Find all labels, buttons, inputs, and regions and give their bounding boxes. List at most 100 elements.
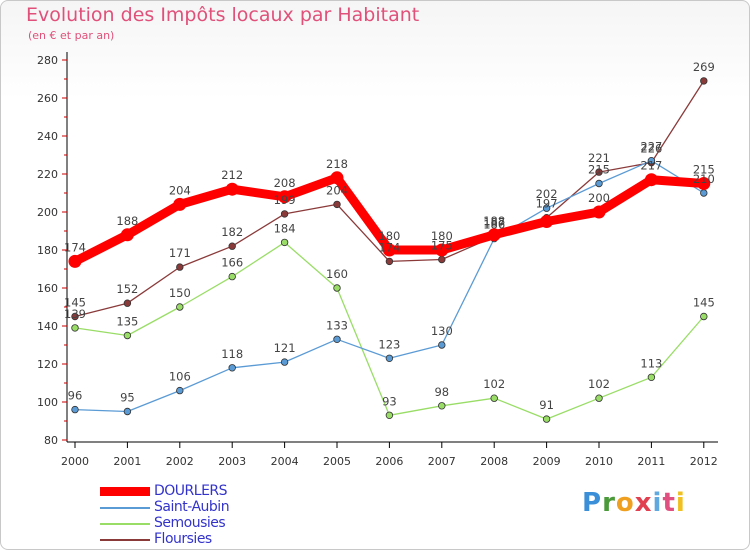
legend-label: Floursies (154, 531, 212, 547)
data-point (438, 255, 446, 264)
chart-title: Evolution des Impôts locaux par Habitant (26, 4, 420, 26)
y-tick-label: 240 (37, 130, 58, 143)
data-label: 218 (326, 157, 348, 171)
data-point (592, 205, 606, 219)
x-tick-label: 2008 (480, 455, 508, 468)
legend-label: Saint-Aubin (154, 499, 230, 515)
x-tick-label: 2009 (533, 455, 561, 468)
data-point (280, 358, 289, 366)
data-point (176, 386, 184, 395)
data-point (123, 299, 132, 307)
legend-label: DOURLERS (154, 483, 228, 499)
logo-letter: i (652, 488, 663, 518)
data-point (333, 284, 341, 292)
data-label: 139 (64, 307, 86, 321)
data-point (68, 254, 82, 268)
data-label: 197 (536, 197, 558, 211)
data-label: 217 (640, 159, 662, 173)
x-tick-label: 2001 (113, 455, 141, 468)
x-tick-label: 2006 (375, 455, 403, 468)
y-tick-label: 280 (37, 54, 58, 67)
data-label: 182 (221, 225, 243, 239)
data-point (123, 407, 132, 416)
y-tick-label: 160 (37, 282, 58, 295)
data-label: 174 (378, 240, 400, 254)
data-label: 202 (536, 187, 558, 201)
data-point (647, 156, 656, 165)
data-label: 102 (588, 377, 610, 391)
data-point (333, 335, 341, 343)
data-label: 221 (588, 151, 610, 165)
data-label: 96 (68, 389, 83, 403)
x-tick-label: 2003 (218, 455, 246, 468)
data-point (228, 272, 236, 281)
logo-letter: x (634, 488, 653, 518)
data-label: 133 (326, 318, 348, 332)
data-point (700, 77, 708, 85)
data-label: 204 (169, 183, 191, 197)
data-point (330, 171, 344, 185)
data-label: 215 (588, 163, 610, 177)
data-label: 199 (274, 193, 296, 207)
data-point (490, 394, 498, 402)
data-point (487, 228, 501, 242)
data-point (595, 394, 603, 402)
data-label: 118 (221, 347, 243, 361)
data-label: 226 (640, 142, 662, 156)
legend-swatch (100, 523, 150, 525)
legend-swatch (100, 487, 150, 496)
data-label: 121 (274, 341, 296, 355)
data-label: 180 (431, 229, 453, 243)
data-point (644, 173, 658, 187)
data-label: 188 (116, 214, 138, 228)
chart-subtitle: (en € et par an) (28, 29, 115, 42)
x-tick-label: 2004 (271, 455, 299, 468)
data-point (542, 204, 551, 212)
data-label: 215 (693, 163, 715, 177)
data-point (71, 312, 79, 321)
data-label: 106 (169, 370, 191, 384)
proxiti-logo: Proxiti (582, 488, 686, 518)
x-tick-label: 2007 (428, 455, 456, 468)
legend-swatch (100, 507, 150, 509)
data-point (228, 364, 236, 372)
data-point (278, 190, 292, 204)
data-point (647, 373, 656, 381)
x-tick-label: 2000 (61, 455, 89, 468)
x-tick-label: 2011 (637, 455, 665, 468)
data-point (382, 243, 396, 257)
data-label: 113 (640, 356, 662, 370)
data-point (542, 415, 551, 423)
data-point (71, 324, 79, 332)
data-label: 93 (382, 394, 397, 408)
data-label: 135 (116, 315, 138, 329)
data-point (173, 197, 187, 211)
data-point (438, 341, 446, 349)
logo-letter: r (602, 488, 616, 518)
logo-letter: P (582, 488, 603, 518)
data-point (333, 200, 341, 209)
data-label: 187 (483, 216, 505, 230)
y-tick-label: 260 (37, 92, 58, 105)
legend-label: Semousies (154, 515, 226, 531)
logo-letter: i (675, 488, 686, 518)
data-label: 145 (64, 296, 86, 310)
data-point (176, 303, 184, 311)
data-point (176, 263, 184, 271)
data-label: 166 (221, 256, 243, 270)
y-tick-label: 180 (37, 244, 58, 257)
data-point (385, 354, 394, 362)
data-label: 188 (483, 214, 505, 228)
data-point (435, 243, 449, 257)
data-label: 160 (326, 267, 348, 281)
data-label: 123 (378, 337, 400, 351)
data-point (280, 210, 289, 218)
series-line (74, 241, 705, 420)
data-label: 98 (434, 385, 449, 399)
data-point (228, 242, 236, 250)
data-label: 95 (120, 391, 135, 405)
data-point (438, 402, 446, 410)
data-label: 91 (539, 398, 554, 412)
